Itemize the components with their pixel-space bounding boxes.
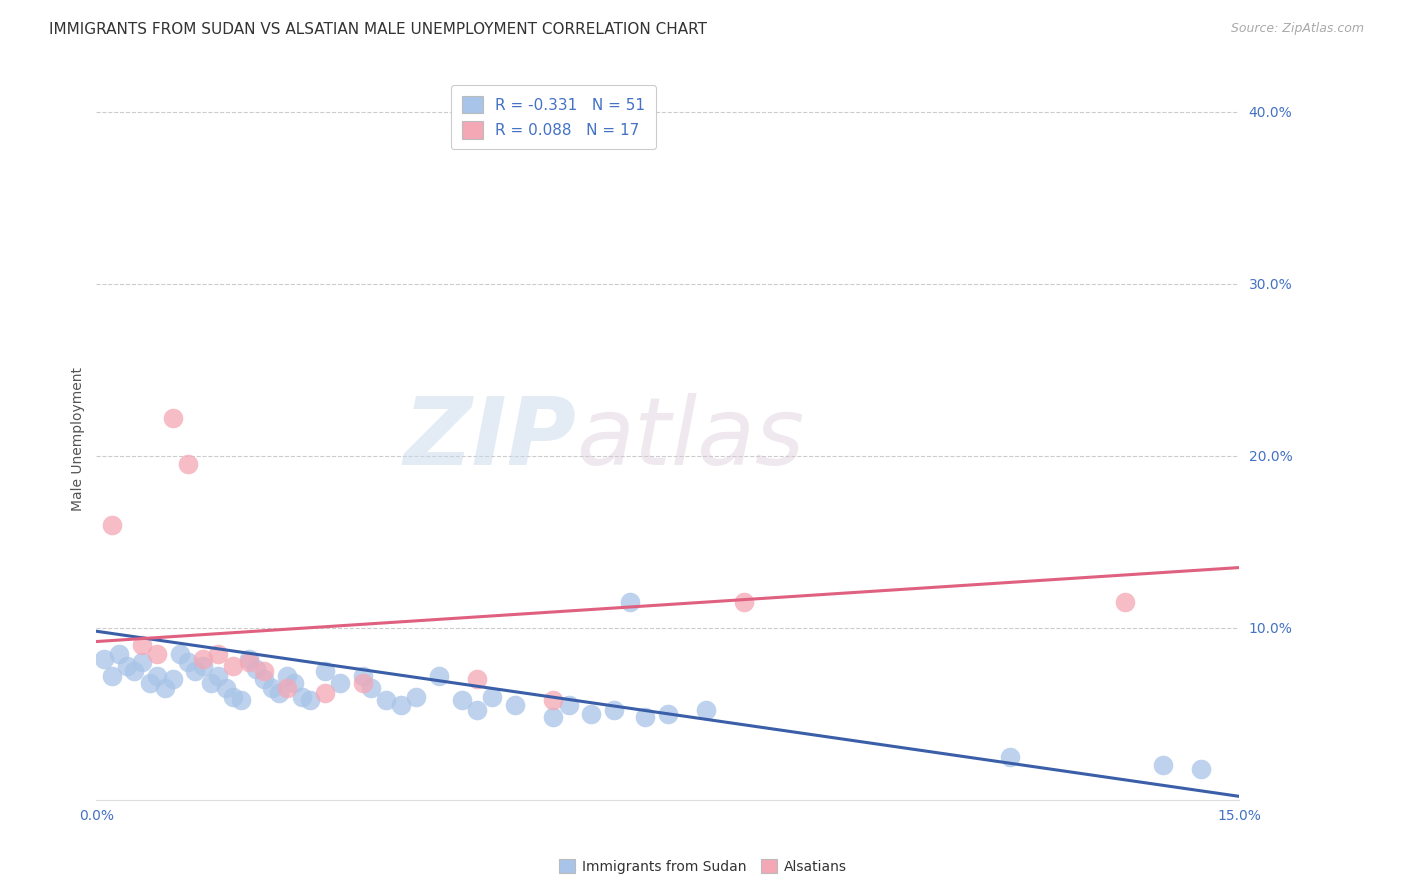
- Point: [451, 693, 474, 707]
- Legend: R = -0.331   N = 51, R = 0.088   N = 17: R = -0.331 N = 51, R = 0.088 N = 17: [451, 85, 657, 149]
- Point: [314, 686, 336, 700]
- Point: [298, 693, 321, 707]
- Point: [146, 647, 169, 661]
- Point: [657, 706, 679, 721]
- Point: [253, 673, 276, 687]
- Point: [389, 698, 412, 713]
- Point: [1189, 762, 1212, 776]
- Point: [352, 669, 374, 683]
- Point: [505, 698, 527, 713]
- Point: [260, 681, 283, 695]
- Point: [238, 651, 260, 665]
- Point: [465, 673, 488, 687]
- Point: [222, 658, 245, 673]
- Point: [100, 669, 122, 683]
- Point: [207, 647, 229, 661]
- Point: [581, 706, 603, 721]
- Point: [543, 710, 565, 724]
- Point: [276, 669, 298, 683]
- Point: [557, 698, 579, 713]
- Point: [374, 693, 396, 707]
- Point: [733, 595, 755, 609]
- Point: [427, 669, 450, 683]
- Point: [162, 411, 184, 425]
- Text: Source: ZipAtlas.com: Source: ZipAtlas.com: [1230, 22, 1364, 36]
- Point: [238, 655, 260, 669]
- Point: [269, 686, 291, 700]
- Point: [603, 703, 626, 717]
- Point: [131, 638, 153, 652]
- Point: [229, 693, 252, 707]
- Point: [115, 658, 138, 673]
- Point: [138, 675, 160, 690]
- Point: [108, 647, 131, 661]
- Point: [329, 675, 352, 690]
- Point: [619, 595, 641, 609]
- Point: [177, 655, 200, 669]
- Text: ZIP: ZIP: [404, 392, 576, 484]
- Text: atlas: atlas: [576, 393, 804, 484]
- Point: [314, 664, 336, 678]
- Y-axis label: Male Unemployment: Male Unemployment: [72, 367, 86, 510]
- Point: [162, 673, 184, 687]
- Point: [276, 681, 298, 695]
- Point: [1152, 758, 1174, 772]
- Point: [131, 655, 153, 669]
- Point: [191, 658, 214, 673]
- Point: [124, 664, 146, 678]
- Point: [222, 690, 245, 704]
- Legend: Immigrants from Sudan, Alsatians: Immigrants from Sudan, Alsatians: [551, 852, 855, 880]
- Point: [100, 517, 122, 532]
- Point: [200, 675, 222, 690]
- Point: [207, 669, 229, 683]
- Point: [215, 681, 238, 695]
- Point: [93, 651, 115, 665]
- Point: [146, 669, 169, 683]
- Point: [1114, 595, 1136, 609]
- Point: [481, 690, 503, 704]
- Point: [177, 458, 200, 472]
- Point: [634, 710, 657, 724]
- Point: [695, 703, 717, 717]
- Point: [291, 690, 314, 704]
- Point: [169, 647, 191, 661]
- Point: [245, 662, 267, 676]
- Point: [191, 651, 214, 665]
- Point: [283, 675, 305, 690]
- Point: [153, 681, 176, 695]
- Point: [352, 675, 374, 690]
- Point: [360, 681, 382, 695]
- Point: [465, 703, 488, 717]
- Point: [253, 664, 276, 678]
- Text: IMMIGRANTS FROM SUDAN VS ALSATIAN MALE UNEMPLOYMENT CORRELATION CHART: IMMIGRANTS FROM SUDAN VS ALSATIAN MALE U…: [49, 22, 707, 37]
- Point: [405, 690, 427, 704]
- Point: [1000, 749, 1022, 764]
- Point: [184, 664, 207, 678]
- Point: [543, 693, 565, 707]
